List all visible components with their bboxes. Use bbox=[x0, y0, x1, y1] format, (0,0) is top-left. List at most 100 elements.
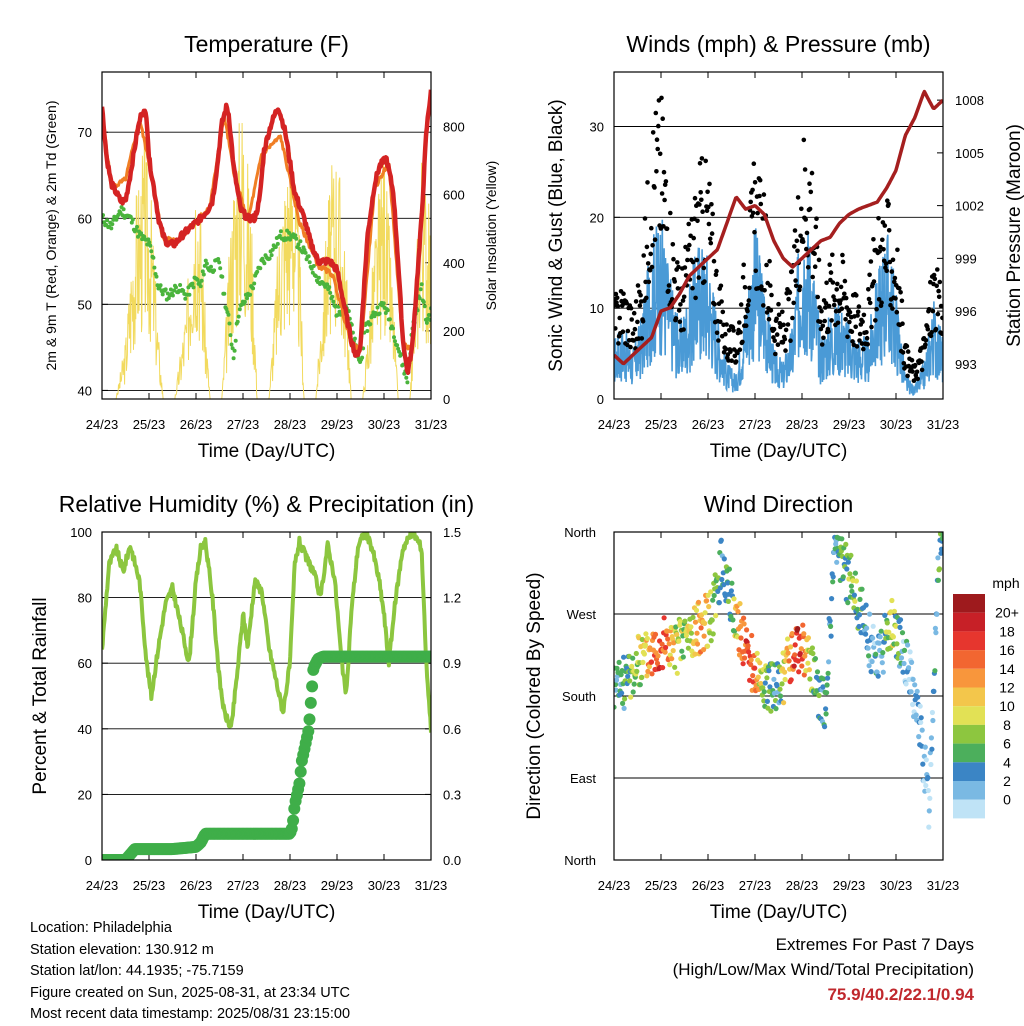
series-direction-point bbox=[834, 559, 840, 565]
y-right-tick-label-0: 200 bbox=[443, 324, 465, 339]
plot-border-1 bbox=[613, 71, 944, 400]
x-tick-label-0: 26/23 bbox=[180, 417, 213, 432]
y-tick-label-0: 50 bbox=[78, 297, 92, 312]
series-dewpoint-point bbox=[328, 290, 333, 295]
series-direction-point bbox=[880, 669, 886, 675]
series-direction-point bbox=[920, 761, 926, 767]
series-gust-point bbox=[660, 116, 665, 121]
y-right-tick-label-1: 1002 bbox=[955, 199, 984, 214]
series-direction-point bbox=[856, 623, 862, 630]
series-gust-point bbox=[807, 181, 812, 186]
x-tick-label-2: 28/23 bbox=[274, 878, 307, 893]
series-direction-point bbox=[694, 630, 700, 636]
series-gust-point bbox=[808, 189, 814, 195]
series-gust-point bbox=[650, 130, 656, 135]
series-direction-point bbox=[721, 556, 727, 562]
series-dewpoint-point bbox=[273, 245, 278, 249]
series-direction-point bbox=[839, 536, 845, 542]
colorbar-swatch bbox=[953, 594, 985, 613]
series-direction-point bbox=[725, 598, 732, 605]
series-gust-point bbox=[761, 192, 767, 197]
series-gust-point bbox=[733, 359, 739, 364]
series-dewpoint-point bbox=[333, 304, 338, 309]
colorbar-swatch bbox=[953, 781, 985, 800]
series-gust-point bbox=[773, 351, 778, 357]
series-direction-point bbox=[618, 672, 624, 678]
series-gust-point bbox=[640, 319, 646, 324]
series-gust-point bbox=[753, 268, 758, 274]
series-dewpoint-point bbox=[174, 285, 178, 290]
colorbar-swatch bbox=[953, 612, 985, 632]
series-gust-point bbox=[854, 293, 859, 298]
series-gust-point bbox=[774, 332, 780, 337]
series-direction-point bbox=[740, 661, 746, 667]
series-dewpoint-point bbox=[130, 217, 135, 222]
series-direction-point bbox=[688, 630, 695, 636]
series-dewpoint-point bbox=[255, 269, 260, 274]
series-direction-point bbox=[764, 675, 770, 681]
series-gust-point bbox=[812, 264, 818, 270]
series-direction-point bbox=[629, 663, 635, 670]
series-direction-point bbox=[754, 650, 760, 656]
series-direction-point bbox=[760, 685, 766, 691]
series-dewpoint-point bbox=[229, 342, 234, 347]
series-dewpoint-point bbox=[365, 329, 370, 333]
series-direction-point bbox=[843, 541, 849, 548]
location-text: Location: Philadelphia bbox=[30, 920, 172, 936]
series-direction-point bbox=[913, 712, 919, 718]
series-direction-point bbox=[729, 580, 735, 586]
series-direction-point bbox=[936, 566, 943, 572]
series-gust-point bbox=[716, 338, 721, 343]
series-direction-point bbox=[876, 640, 882, 646]
series-dewpoint-point bbox=[237, 307, 242, 312]
series-gust-point bbox=[776, 301, 781, 307]
series-gust-point bbox=[768, 308, 774, 313]
series-direction-point bbox=[795, 658, 801, 664]
series-direction-point bbox=[622, 696, 628, 702]
series-gust-point bbox=[812, 251, 817, 256]
series-direction-point bbox=[628, 694, 634, 700]
series-gust-point bbox=[923, 342, 928, 348]
series-gust-point bbox=[895, 247, 900, 253]
x-tick-label-2: 26/23 bbox=[180, 878, 213, 893]
series-gust-point bbox=[764, 310, 770, 315]
series-gust-point bbox=[657, 151, 663, 157]
series-gust-point bbox=[940, 315, 943, 321]
series-dewpoint-point bbox=[105, 218, 110, 223]
series-gust-point bbox=[685, 247, 691, 252]
series-gust-point bbox=[881, 247, 886, 252]
series-gust-point bbox=[691, 235, 696, 241]
series-dewpoint-point bbox=[419, 282, 424, 287]
colorbar-swatch bbox=[953, 668, 985, 688]
series-gust-point bbox=[795, 195, 801, 200]
series-dewpoint-point bbox=[428, 317, 431, 322]
series-direction-point bbox=[785, 636, 791, 642]
series-direction-point bbox=[845, 559, 851, 565]
series-direction-point bbox=[820, 676, 827, 682]
series-gust-point bbox=[653, 110, 659, 116]
series-direction-point bbox=[728, 588, 735, 594]
series-direction-point bbox=[877, 634, 883, 640]
series-direction-point bbox=[672, 664, 678, 670]
series-rainfall-point bbox=[425, 650, 431, 663]
series-gust-point bbox=[894, 309, 900, 315]
x-tick-label-3: 31/23 bbox=[927, 878, 960, 893]
series-gust-point bbox=[664, 226, 670, 232]
series-gust-point bbox=[782, 336, 788, 342]
series-direction-point bbox=[644, 635, 651, 642]
series-direction-point bbox=[917, 703, 923, 709]
series-direction-point bbox=[801, 672, 807, 678]
extremes-subtitle: (High/Low/Max Wind/Total Precipitation) bbox=[672, 960, 974, 979]
x-tick-label-1: 27/23 bbox=[739, 417, 772, 432]
series-direction-point bbox=[940, 532, 943, 537]
series-dewpoint-point bbox=[381, 301, 386, 306]
series-direction-point bbox=[925, 774, 931, 781]
series-rainfall-point bbox=[302, 725, 315, 738]
series-dewpoint-point bbox=[114, 217, 119, 222]
series-gust-point bbox=[675, 260, 680, 265]
series-direction-point bbox=[800, 622, 806, 628]
series-direction-point bbox=[659, 641, 665, 647]
series-direction-point bbox=[748, 657, 754, 663]
series-rainfall-point bbox=[304, 696, 317, 709]
latlon-text: Station lat/lon: 44.1935; -75.7159 bbox=[30, 963, 244, 980]
